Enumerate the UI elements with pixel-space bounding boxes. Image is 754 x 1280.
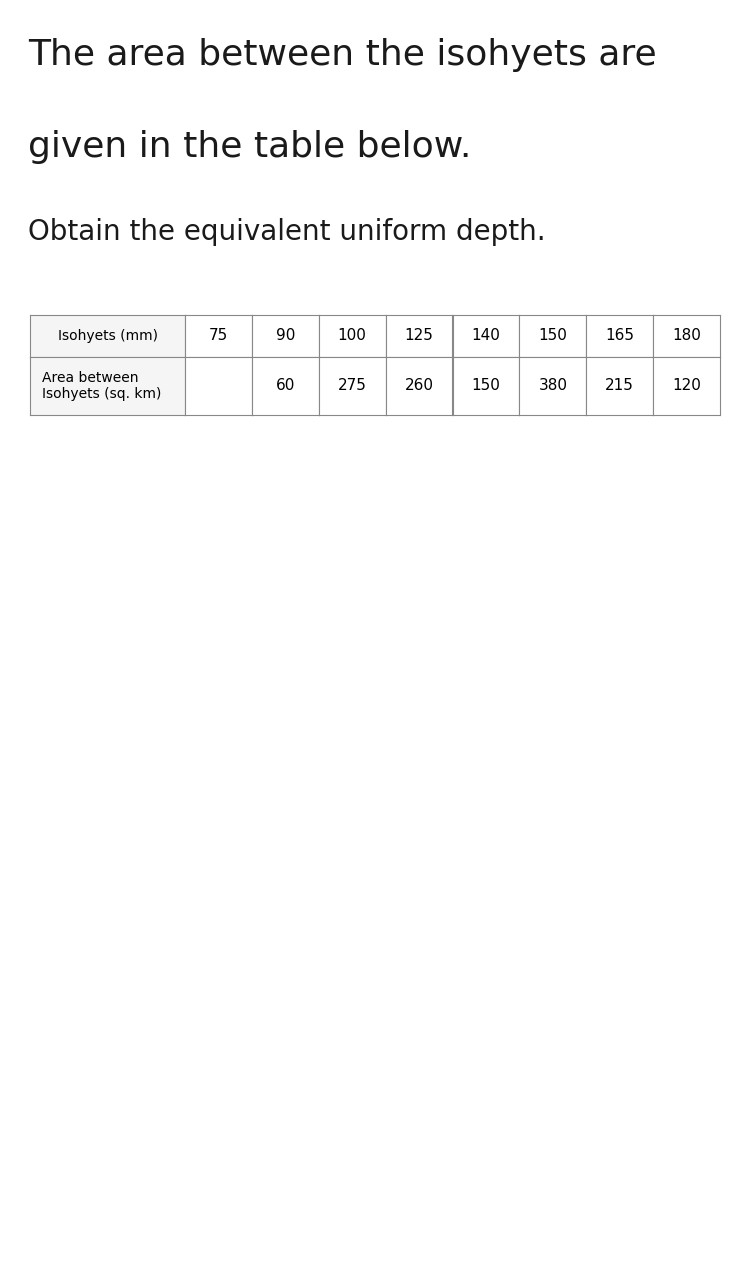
- Text: 380: 380: [538, 379, 567, 393]
- Text: 150: 150: [538, 329, 567, 343]
- Text: 215: 215: [605, 379, 634, 393]
- Text: Isohyets (mm): Isohyets (mm): [57, 329, 158, 343]
- Text: 150: 150: [471, 379, 501, 393]
- Text: 260: 260: [405, 379, 434, 393]
- Text: 60: 60: [276, 379, 295, 393]
- Text: The area between the isohyets are: The area between the isohyets are: [28, 38, 657, 72]
- Text: given in the table below.: given in the table below.: [28, 131, 471, 164]
- Text: 125: 125: [405, 329, 434, 343]
- Text: 100: 100: [338, 329, 366, 343]
- Text: Area between
Isohyets (sq. km): Area between Isohyets (sq. km): [42, 371, 162, 401]
- Text: 140: 140: [471, 329, 501, 343]
- Text: Obtain the equivalent uniform depth.: Obtain the equivalent uniform depth.: [28, 218, 546, 246]
- Text: 120: 120: [672, 379, 701, 393]
- Text: 165: 165: [605, 329, 634, 343]
- Text: 90: 90: [276, 329, 295, 343]
- Text: 275: 275: [338, 379, 366, 393]
- Text: 75: 75: [209, 329, 228, 343]
- Text: 180: 180: [672, 329, 701, 343]
